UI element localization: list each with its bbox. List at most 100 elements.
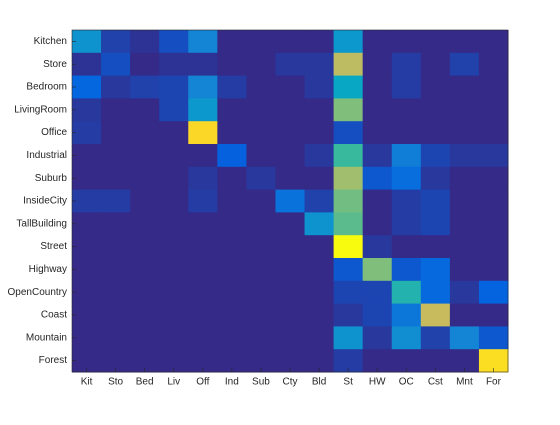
cell <box>101 121 131 145</box>
cell <box>130 258 160 282</box>
cell <box>362 212 393 236</box>
cell <box>159 280 189 305</box>
cell <box>72 166 102 191</box>
cell <box>275 235 306 259</box>
cell <box>362 349 393 373</box>
cell <box>420 166 451 191</box>
cell <box>333 75 364 99</box>
y-tick-label: Store <box>43 59 67 70</box>
cell <box>101 189 131 213</box>
cell <box>188 52 218 77</box>
cell <box>101 212 131 236</box>
cell <box>304 144 335 168</box>
cell <box>72 212 102 236</box>
cell <box>72 121 102 145</box>
cell <box>304 30 335 54</box>
y-tick-label: Coast <box>41 310 67 321</box>
cell <box>188 98 218 122</box>
cell <box>101 98 131 122</box>
cell <box>449 258 480 282</box>
cell <box>130 52 160 77</box>
cell <box>217 280 247 305</box>
cell <box>304 235 335 259</box>
cell <box>478 52 509 77</box>
cell <box>159 212 189 236</box>
cell <box>333 144 364 168</box>
cell <box>159 303 189 327</box>
cell <box>304 121 335 145</box>
x-tick-label: For <box>486 377 502 388</box>
cell <box>420 30 451 54</box>
cell <box>217 98 247 122</box>
cell <box>72 189 102 213</box>
cell <box>449 189 480 213</box>
cell <box>159 326 189 350</box>
cell <box>101 30 131 54</box>
cell <box>362 303 393 327</box>
cell <box>420 258 451 282</box>
cell <box>420 349 451 373</box>
cell <box>217 166 247 191</box>
cell <box>246 98 276 122</box>
cell <box>159 30 189 54</box>
cell <box>420 235 451 259</box>
cell <box>72 303 102 327</box>
x-tick-label: St <box>343 377 353 388</box>
cell <box>478 98 509 122</box>
cell <box>130 166 160 191</box>
cell <box>159 144 189 168</box>
cell <box>217 258 247 282</box>
cell <box>188 121 218 145</box>
cell <box>275 303 306 327</box>
x-tick-label: OC <box>399 377 414 388</box>
y-tick-label: Mountain <box>26 332 67 343</box>
cell <box>449 30 480 54</box>
cell <box>159 75 189 99</box>
cell <box>101 349 131 373</box>
x-tick-label: HW <box>369 377 386 388</box>
cell <box>304 166 335 191</box>
cell <box>275 189 306 213</box>
cell <box>275 98 306 122</box>
cell <box>420 121 451 145</box>
cell <box>478 349 509 373</box>
cell <box>159 235 189 259</box>
y-tick-label: Forest <box>39 355 68 366</box>
cell <box>449 235 480 259</box>
cell <box>188 212 218 236</box>
cell <box>333 166 364 191</box>
cell <box>188 303 218 327</box>
cell <box>275 144 306 168</box>
cell <box>246 30 276 54</box>
cell <box>391 280 422 305</box>
cell <box>304 212 335 236</box>
cell <box>101 75 131 99</box>
cell <box>130 98 160 122</box>
cell <box>304 75 335 99</box>
y-tick-label: Suburb <box>35 173 68 184</box>
cell <box>101 280 131 305</box>
cell <box>478 280 509 305</box>
cell <box>101 326 131 350</box>
cell <box>449 280 480 305</box>
cell <box>362 75 393 99</box>
cell <box>275 166 306 191</box>
cell <box>333 258 364 282</box>
cell <box>217 144 247 168</box>
cell <box>130 326 160 350</box>
cell <box>130 144 160 168</box>
cell <box>333 349 364 373</box>
cell <box>275 349 306 373</box>
cell <box>72 235 102 259</box>
cell <box>188 280 218 305</box>
cell <box>478 326 509 350</box>
cell <box>130 212 160 236</box>
x-tick-label: Sub <box>252 377 270 388</box>
cell <box>246 326 276 350</box>
cell <box>333 280 364 305</box>
cell <box>362 326 393 350</box>
cell <box>391 303 422 327</box>
cell <box>217 326 247 350</box>
cell <box>275 121 306 145</box>
cell <box>130 121 160 145</box>
